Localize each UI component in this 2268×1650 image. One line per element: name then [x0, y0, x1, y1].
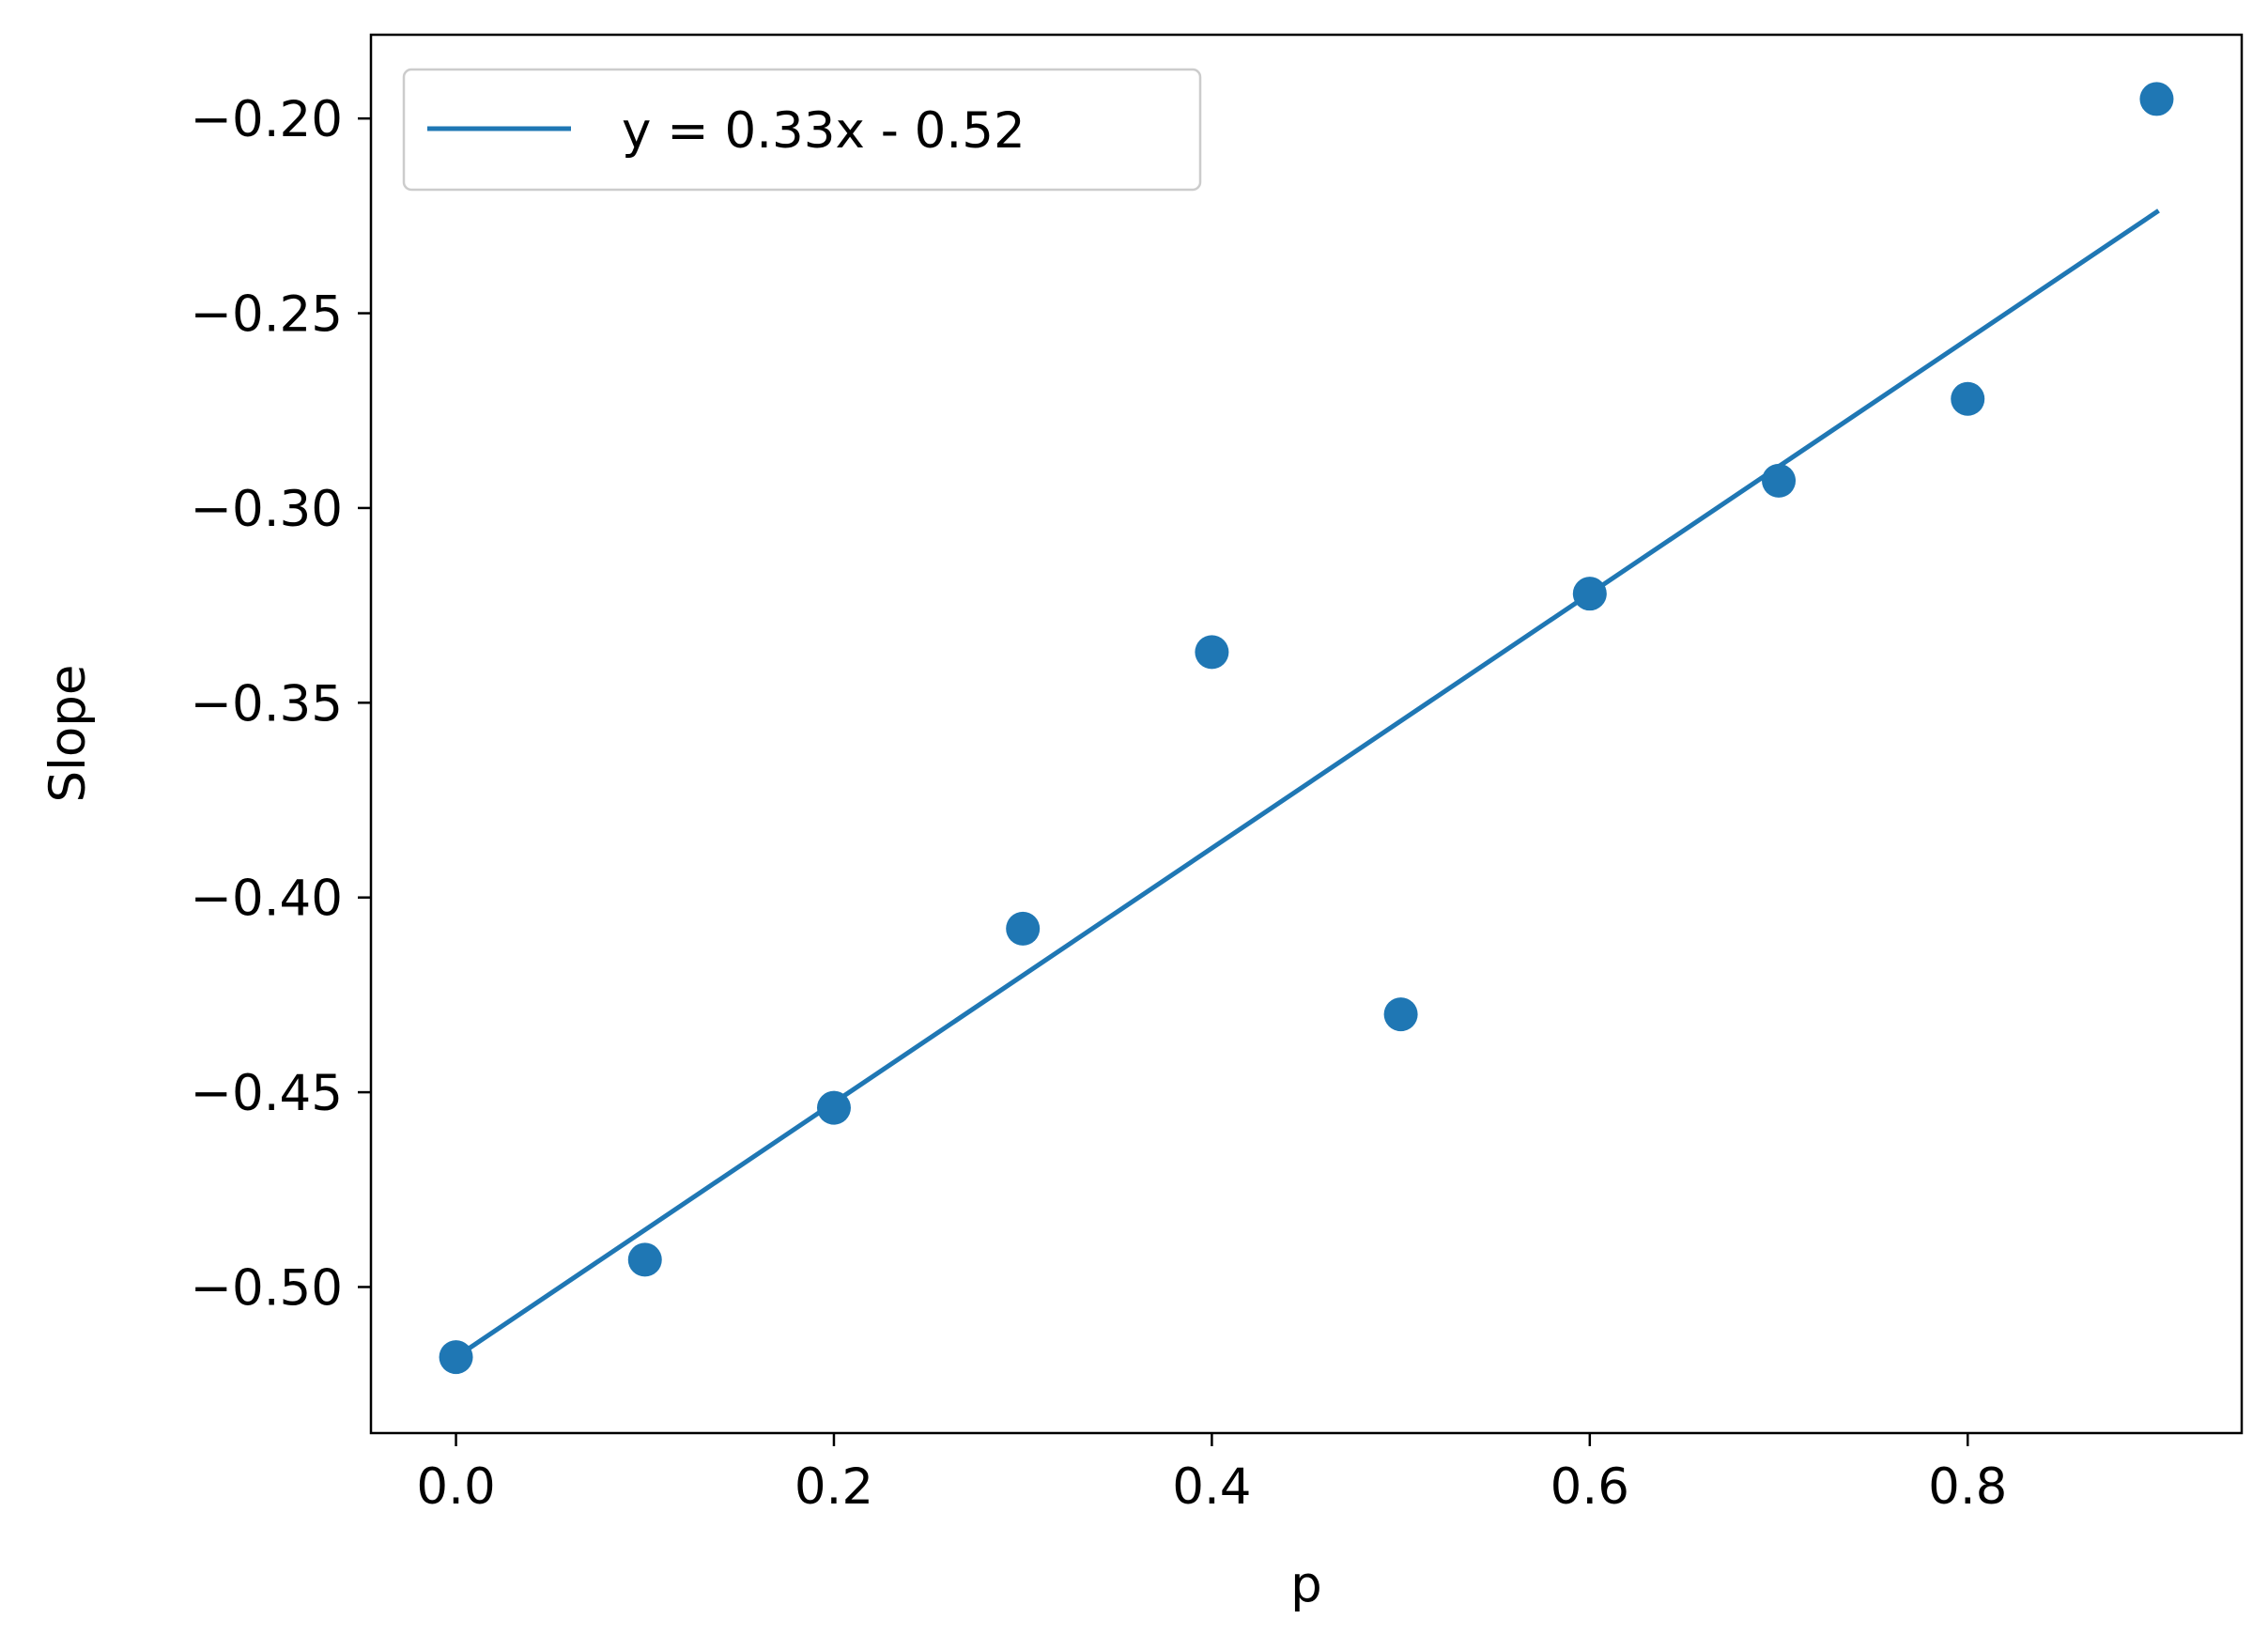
x-tick-label: 0.4 [1172, 1458, 1251, 1516]
x-tick-label: 0.8 [1928, 1458, 2007, 1516]
data-point [439, 1340, 473, 1375]
data-point [1383, 997, 1418, 1032]
y-axis-label: Slope [39, 664, 97, 802]
data-point [1006, 911, 1041, 946]
data-point [627, 1242, 662, 1277]
points-layer [439, 82, 2174, 1375]
x-tick-label: 0.6 [1551, 1458, 1629, 1516]
data-point [1195, 635, 1229, 670]
plot-background [371, 35, 2242, 1433]
data-point [1572, 577, 1607, 611]
x-tick-label: 0.2 [795, 1458, 873, 1516]
y-tick-label: −0.50 [191, 1259, 343, 1317]
legend-box [402, 68, 1202, 192]
x-axis-label: p [1290, 1556, 1322, 1613]
y-tick-label: −0.40 [191, 871, 343, 928]
fit-line-layer [453, 208, 2160, 1361]
y-axis-ticks: −0.50 −0.45 −0.40 −0.35 −0.30 −0.25 −0.20 [191, 91, 371, 1317]
y-tick-label: −0.30 [191, 481, 343, 538]
data-point [2139, 82, 2174, 116]
y-tick-label: −0.45 [191, 1065, 343, 1122]
data-point [1951, 381, 1985, 416]
legend: y = 0.33x - 0.52 [402, 68, 1202, 192]
fit-line [453, 208, 2160, 1361]
data-point [816, 1090, 851, 1125]
x-axis-ticks: 0.0 0.2 0.4 0.6 0.8 [416, 1433, 2007, 1516]
y-tick-label: −0.20 [191, 91, 343, 148]
plot-frame [369, 33, 2244, 1435]
y-tick-label: −0.35 [191, 675, 343, 732]
data-point [1762, 463, 1797, 498]
legend-label: y = 0.33x - 0.52 [622, 102, 1026, 160]
y-tick-label: −0.25 [191, 286, 343, 344]
x-tick-label: 0.0 [416, 1458, 495, 1516]
